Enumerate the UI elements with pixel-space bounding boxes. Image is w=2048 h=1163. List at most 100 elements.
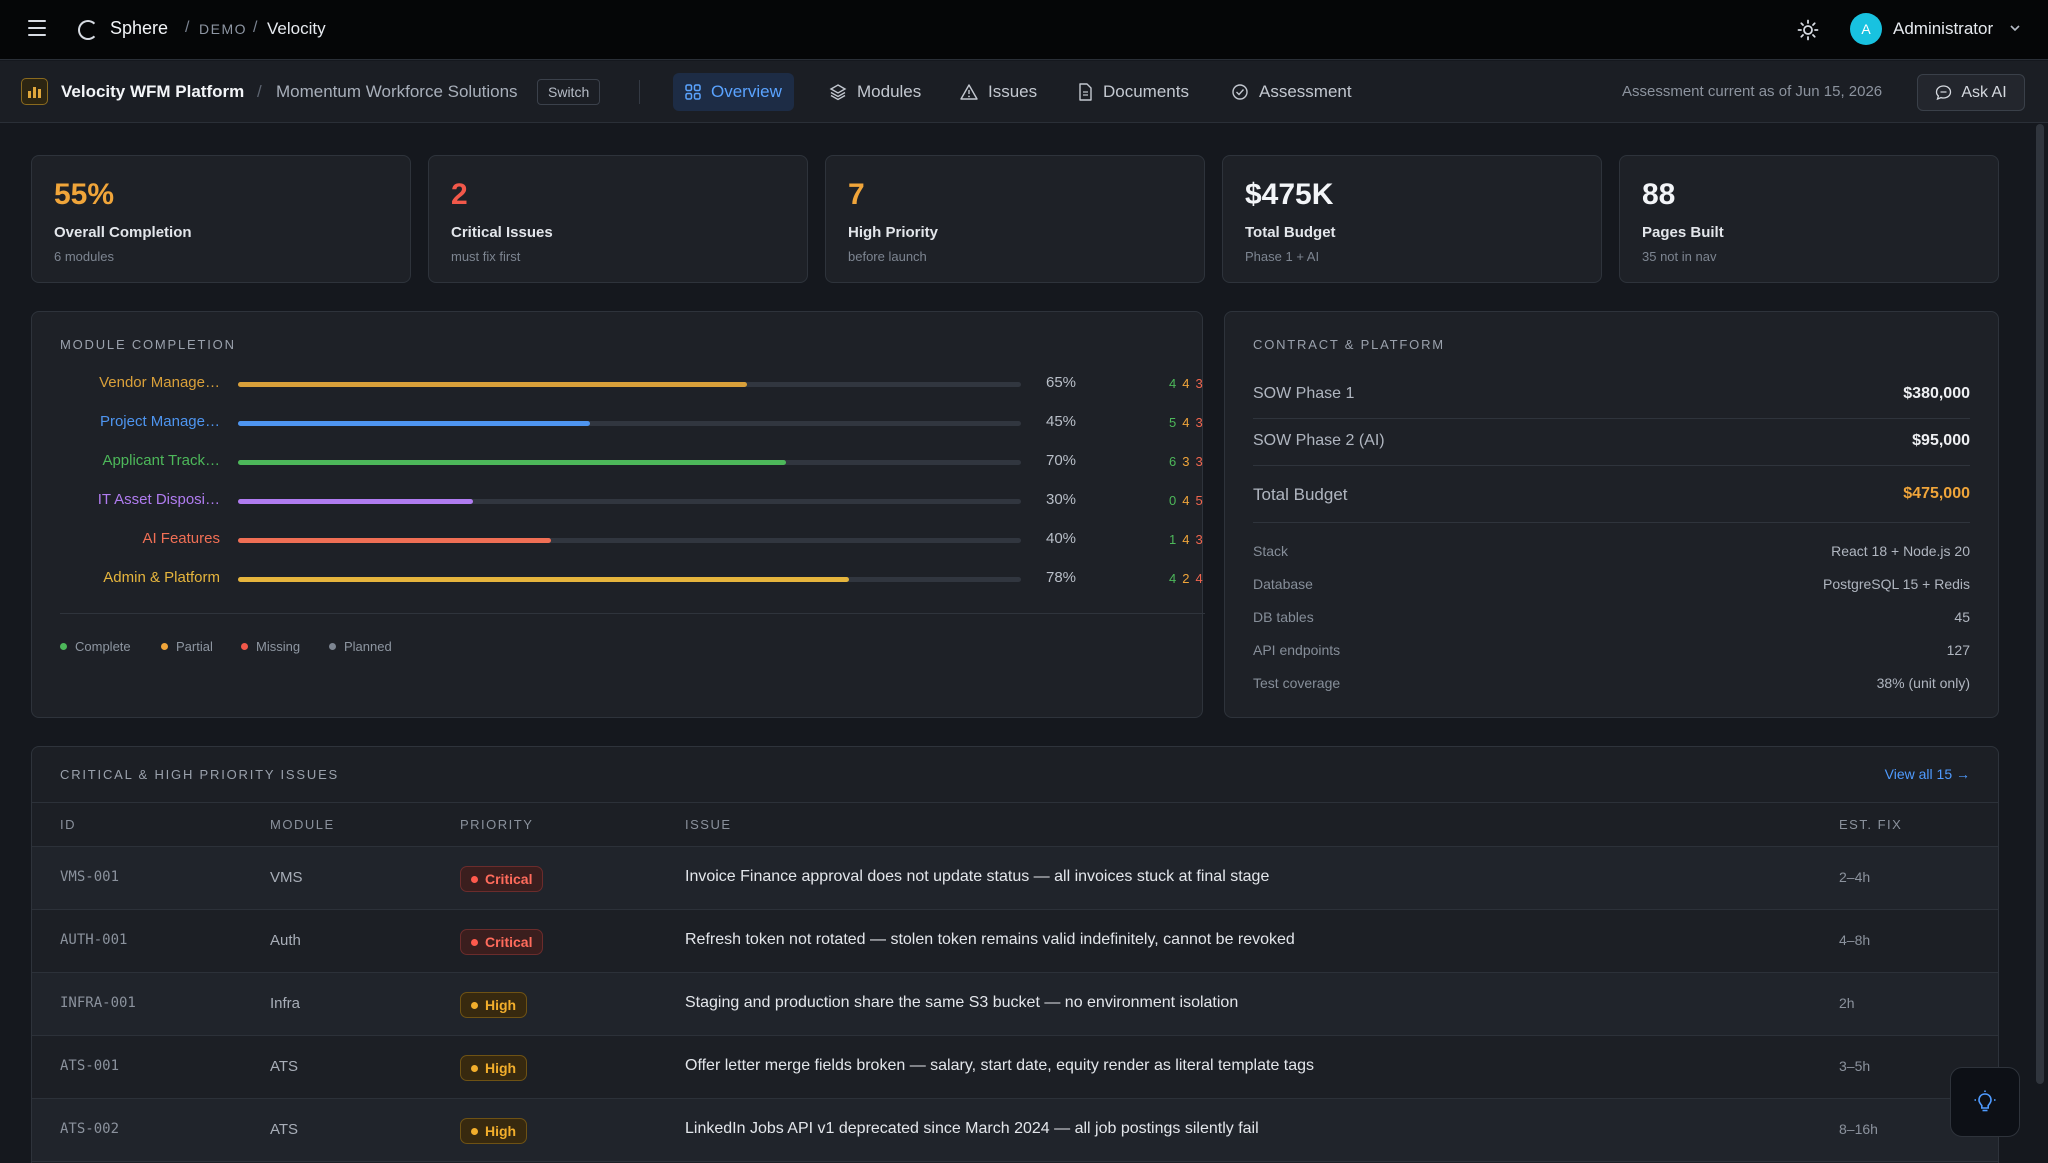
issue-id: AUTH-001: [60, 932, 128, 948]
column-header-id[interactable]: ID: [60, 817, 76, 832]
tab-assessment[interactable]: Assessment: [1219, 73, 1364, 111]
module-name[interactable]: Applicant Track…: [102, 452, 220, 469]
brand-name[interactable]: Sphere: [110, 18, 169, 38]
issue-description: Invoice Finance approval does not update…: [685, 868, 1270, 885]
tab-overview[interactable]: Overview: [673, 73, 794, 111]
status-count: 3: [1195, 415, 1204, 430]
status-count: 4: [1182, 532, 1191, 547]
kpi-sub: Phase 1 + AI: [1245, 249, 1320, 264]
table-row[interactable]: INFRA-001 Infra High Staging and production…: [32, 973, 1998, 1036]
client-name: Momentum Workforce Solutions: [276, 82, 518, 101]
status-count: 4: [1195, 571, 1204, 586]
kpi-label: Total Budget: [1245, 224, 1336, 241]
table-row[interactable]: ATS-002 ATS High LinkedIn Jobs API v1 depre…: [32, 1099, 1998, 1162]
table-row[interactable]: ATS-001 ATS High Offer letter merge fields …: [32, 1036, 1998, 1099]
spec-label: DB tables: [1253, 609, 1314, 625]
status-count: 3: [1182, 454, 1191, 469]
kpi-card-critical: 2 Critical Issues must fix first: [428, 155, 808, 283]
contract-value: $380,000: [1903, 385, 1970, 402]
check-circle-icon: [1232, 84, 1248, 100]
divider: [1253, 465, 1970, 466]
module-progress-fill: [238, 421, 591, 426]
issue-id: ATS-002: [60, 1121, 120, 1137]
title-separator: /: [257, 82, 262, 101]
kpi-card-pages: 88 Pages Built 35 not in nav: [1619, 155, 1999, 283]
chevron-down-icon[interactable]: [2007, 20, 2023, 36]
project-title: Velocity WFM Platform: [61, 82, 245, 101]
divider: [32, 846, 1998, 847]
module-progress-bar: [238, 538, 1021, 543]
table-row[interactable]: AUTH-001 Auth Critical Refresh token not ro…: [32, 910, 1998, 973]
column-header-module[interactable]: MODULE: [270, 817, 335, 832]
section-title: CONTRACT & PLATFORM: [1253, 337, 1445, 352]
contract-platform-panel: CONTRACT & PLATFORM SOW Phase 1 $380,000…: [1224, 311, 1999, 718]
legend-missing: Missing: [241, 639, 300, 654]
column-header-priority[interactable]: PRIORITY: [460, 817, 534, 832]
tab-label: Overview: [711, 82, 782, 101]
module-progress-bar: [238, 577, 1021, 582]
module-name[interactable]: Project Manage…: [99, 413, 220, 430]
module-name[interactable]: IT Asset Disposi…: [97, 491, 220, 508]
theme-toggle-icon[interactable]: [1797, 19, 1819, 41]
divider: [1253, 522, 1970, 523]
tab-issues[interactable]: Issues: [948, 73, 1049, 111]
status-count: 5: [1169, 415, 1178, 430]
kpi-value: 7: [848, 178, 865, 211]
tips-button[interactable]: [1950, 1067, 2020, 1137]
tab-modules[interactable]: Modules: [817, 73, 933, 111]
spec-value: 127: [1946, 642, 1970, 658]
issue-description: Offer letter merge fields broken — salar…: [685, 1057, 1315, 1074]
kpi-label: Critical Issues: [451, 224, 553, 241]
priority-label: High: [485, 1060, 517, 1076]
menu-icon[interactable]: [28, 20, 46, 36]
switch-button[interactable]: Switch: [537, 79, 601, 105]
kpi-value: 2: [451, 178, 468, 211]
kpi-sub: 35 not in nav: [1642, 249, 1717, 264]
tab-documents[interactable]: Documents: [1065, 73, 1201, 111]
scrollbar[interactable]: [2036, 124, 2044, 1084]
column-header-issue[interactable]: ISSUE: [685, 817, 732, 832]
spec-value: PostgreSQL 15 + Redis: [1823, 576, 1970, 592]
priority-dot: [471, 1001, 478, 1009]
breadcrumb-demo[interactable]: DEMO: [199, 21, 247, 37]
issue-est-fix: 3–5h: [1839, 1058, 1871, 1074]
spec-value: 45: [1954, 609, 1970, 625]
kpi-value: 55%: [54, 178, 115, 211]
view-all-issues-link[interactable]: View all 15 →: [1884, 766, 1970, 782]
status-count: 0: [1169, 493, 1178, 508]
bar-chart-icon: [21, 78, 48, 105]
lightbulb-icon: [1974, 1090, 1996, 1112]
issue-module: Infra: [270, 995, 301, 1012]
table-row[interactable]: VMS-001 VMS Critical Invoice Finance approv…: [32, 847, 1998, 910]
issue-module: ATS: [270, 1058, 299, 1075]
warning-icon: [960, 84, 978, 100]
tab-label: Assessment: [1259, 82, 1352, 101]
breadcrumb-separator: /: [253, 19, 258, 36]
ask-ai-button[interactable]: Ask AI: [1917, 74, 2025, 111]
tab-label: Documents: [1103, 82, 1189, 101]
spec-label: Test coverage: [1253, 675, 1341, 691]
module-percent: 40%: [1046, 530, 1077, 547]
kpi-card-budget: $475K Total Budget Phase 1 + AI: [1222, 155, 1602, 283]
kpi-value: 88: [1642, 178, 1676, 211]
status-count: 2: [1182, 571, 1191, 586]
kpi-label: High Priority: [848, 224, 939, 241]
module-progress-fill: [238, 499, 473, 504]
column-header-est-fix[interactable]: EST. FIX: [1839, 817, 1903, 832]
priority-label: Critical: [485, 934, 533, 950]
project-bar: Velocity WFM Platform / Momentum Workfor…: [0, 61, 2048, 123]
module-name[interactable]: Admin & Platform: [103, 569, 220, 586]
avatar[interactable]: A: [1850, 13, 1882, 45]
issue-id: INFRA-001: [60, 995, 136, 1011]
module-name[interactable]: AI Features: [142, 530, 220, 547]
issue-est-fix: 8–16h: [1839, 1121, 1878, 1137]
user-name[interactable]: Administrator: [1893, 19, 1994, 38]
divider: [60, 613, 1205, 614]
kpi-sub: 6 modules: [54, 249, 114, 264]
module-name[interactable]: Vendor Manage…: [99, 374, 220, 391]
priority-badge: High: [460, 1055, 528, 1081]
